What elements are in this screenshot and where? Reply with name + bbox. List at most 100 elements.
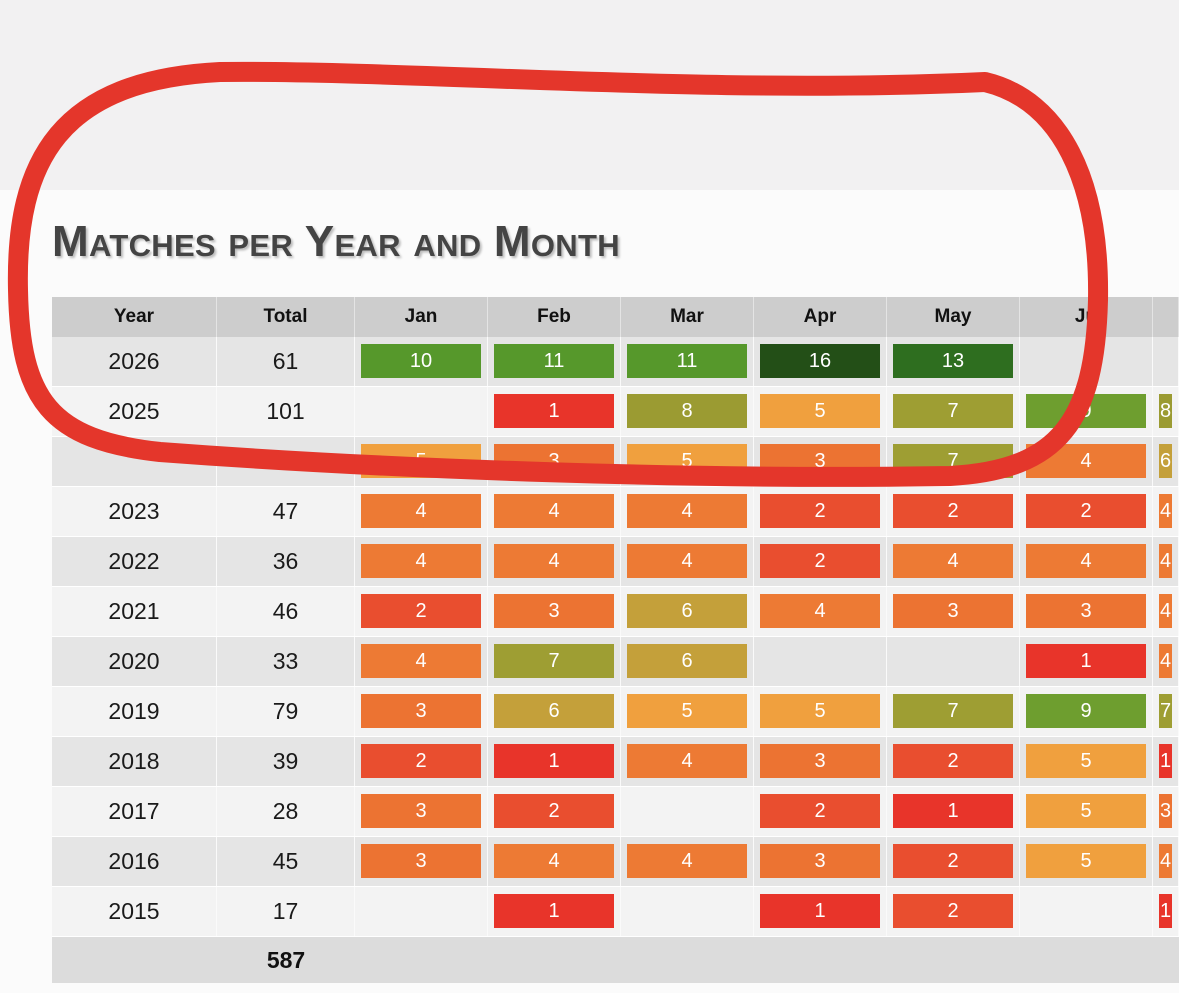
month-cell-jun: 9 [1020,387,1153,436]
header-year: Year [52,297,217,337]
month-cell-may: 4 [887,537,1020,586]
month-cell-feb: 1 [488,387,621,436]
year-cell: 2019 [52,687,217,736]
month-cell-jul: 6 [1153,437,1179,486]
heat-cell: 3 [361,694,481,728]
month-cell-may: 7 [887,387,1020,436]
header-total: Total [217,297,355,337]
month-cell-may: 13 [887,337,1020,386]
month-cell-mar: 5 [621,437,754,486]
month-cell-may: 2 [887,837,1020,886]
heat-cell: 2 [893,894,1013,928]
year-cell: 2018 [52,737,217,786]
heat-cell: 5 [627,444,747,478]
heat-cell: 2 [760,544,880,578]
heat-cell: 1 [760,894,880,928]
month-cell-apr: 2 [754,487,887,536]
heat-cell: 5 [1026,844,1146,878]
month-cell-jul [1153,337,1179,386]
total-cell: 28 [217,787,355,836]
table-row: 2021 46 2 3 6 4 3 3 4 [52,587,1179,637]
year-cell: 2021 [52,587,217,636]
total-footer-row: 587 [52,937,1179,983]
heat-cell: 2 [1026,494,1146,528]
header-jun: Ju [1020,297,1153,337]
month-cell-mar: 11 [621,337,754,386]
month-cell-mar: 8 [621,387,754,436]
top-background [0,0,1179,190]
month-cell-jan: 5 [355,437,488,486]
month-cell-jul: 4 [1153,637,1179,686]
year-cell: 2016 [52,837,217,886]
heat-cell: 5 [1026,744,1146,778]
heat-cell: 4 [361,544,481,578]
heat-cell: 9 [1026,694,1146,728]
heat-cell: 4 [627,494,747,528]
heat-cell: 2 [361,744,481,778]
heat-cell: 1 [1026,644,1146,678]
year-cell: 2026 [52,337,217,386]
heat-cell: 4 [1159,844,1172,878]
heat-cell: 1 [494,394,614,428]
month-cell-feb: 11 [488,337,621,386]
month-cell-mar: 4 [621,737,754,786]
heat-cell: 8 [1159,394,1172,428]
heat-cell: 5 [361,444,481,478]
heat-cell: 6 [627,644,747,678]
heat-cell: 7 [893,694,1013,728]
heat-cell: 3 [1159,794,1172,828]
heat-cell: 7 [494,644,614,678]
heat-cell: 4 [627,844,747,878]
heat-cell: 5 [627,694,747,728]
month-cell-mar: 4 [621,487,754,536]
table-row: 2017 28 3 2 2 1 5 3 [52,787,1179,837]
heat-cell: 4 [494,494,614,528]
heat-cell: 3 [760,444,880,478]
month-cell-jul: 1 [1153,887,1179,936]
heat-cell: 2 [893,844,1013,878]
header-jul [1153,297,1179,337]
month-cell-jan: 2 [355,587,488,636]
month-cell-feb: 1 [488,887,621,936]
month-cell-feb: 3 [488,587,621,636]
month-cell-jan: 4 [355,537,488,586]
month-cell-jun: 4 [1020,537,1153,586]
month-cell-jan: 3 [355,837,488,886]
month-cell-may: 3 [887,587,1020,636]
heat-cell: 4 [1159,494,1172,528]
heat-cell: 4 [627,744,747,778]
month-cell-jul: 4 [1153,537,1179,586]
month-cell-jun: 5 [1020,787,1153,836]
heat-cell: 3 [893,594,1013,628]
month-cell-jul: 1 [1153,737,1179,786]
month-cell-mar: 6 [621,637,754,686]
heat-cell: 13 [893,344,1013,378]
month-cell-apr: 2 [754,537,887,586]
month-cell-jan: 2 [355,737,488,786]
year-cell: 2020 [52,637,217,686]
heat-cell: 7 [1159,694,1172,728]
month-cell-apr: 5 [754,687,887,736]
month-cell-may [887,637,1020,686]
heat-cell: 2 [361,594,481,628]
month-cell-apr: 3 [754,837,887,886]
month-cell-jun: 1 [1020,637,1153,686]
month-cell-apr: 3 [754,737,887,786]
heat-cell: 7 [893,444,1013,478]
month-cell-may: 2 [887,487,1020,536]
month-cell-apr: 16 [754,337,887,386]
month-cell-mar [621,787,754,836]
month-cell-apr: 2 [754,787,887,836]
month-cell-apr [754,637,887,686]
total-cell: 79 [217,687,355,736]
heat-cell: 4 [361,494,481,528]
month-cell-jan: 3 [355,787,488,836]
heat-cell: 3 [760,744,880,778]
heat-cell: 9 [1026,394,1146,428]
year-cell: 2025 [52,387,217,436]
total-cell: 101 [217,387,355,436]
month-cell-jan: 4 [355,637,488,686]
table-row: 2016 45 3 4 4 3 2 5 4 [52,837,1179,887]
heat-cell: 3 [361,794,481,828]
